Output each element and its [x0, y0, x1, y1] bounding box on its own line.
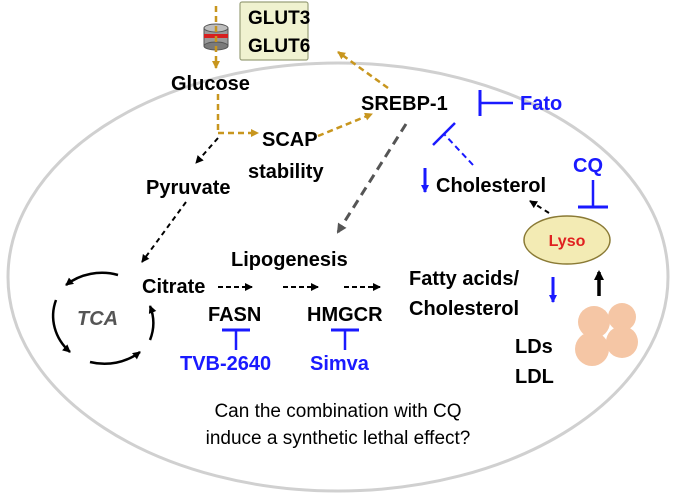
- simva-label: Simva: [310, 353, 370, 375]
- arrow-srebp-to-glut: [337, 50, 389, 90]
- arrow-scap-to-srebp: [317, 112, 373, 138]
- ldl-label: LDL: [515, 366, 554, 388]
- glut3-label: GLUT3: [248, 8, 310, 29]
- scap-label: SCAP: [262, 129, 318, 151]
- question-line-2: induce a synthetic lethal effect?: [206, 428, 471, 449]
- citrate-label: Citrate: [142, 276, 205, 298]
- lyso-label: Lyso: [549, 233, 586, 250]
- cell-membrane: [6, 61, 670, 493]
- fatty-cholesterol-label: Cholesterol: [409, 298, 519, 320]
- lipid-droplets-icon: [575, 303, 638, 366]
- glut6-label: GLUT6: [248, 36, 310, 57]
- pyruvate-label: Pyruvate: [146, 177, 231, 199]
- fasn-label: FASN: [208, 304, 261, 326]
- hmgcr-label: HMGCR: [307, 304, 383, 326]
- tca-cycle-icon: [51, 271, 157, 365]
- lipogenesis-label: Lipogenesis: [231, 249, 348, 271]
- arrow-pyruvate-to-citrate: [141, 201, 187, 263]
- glut-box: [239, 1, 309, 61]
- cholesterol-feedback-line: [443, 133, 474, 166]
- fatty-acids-label: Fatty acids/: [409, 268, 519, 290]
- tca-label: TCA: [77, 308, 118, 330]
- glucose-label: Glucose: [171, 73, 250, 95]
- fato-label: Fato: [520, 93, 562, 115]
- arrow-lyso-to-cholesterol: [529, 200, 550, 214]
- arrow-glucose-to-pyruvate: [195, 137, 219, 164]
- stability-label: stability: [248, 161, 324, 183]
- lysosome-icon: [523, 215, 611, 265]
- cholesterol-label: Cholesterol: [436, 175, 546, 197]
- srebp1-label: SREBP-1: [361, 93, 448, 115]
- tvb-label: TVB-2640: [180, 353, 271, 375]
- cholesterol-feedback-bar: [432, 122, 456, 146]
- arrow-srebp-to-lipogenesis: [336, 123, 408, 234]
- cq-label: CQ: [573, 155, 603, 177]
- lds-label: LDs: [515, 336, 553, 358]
- question-line-1: Can the combination with CQ: [214, 401, 461, 422]
